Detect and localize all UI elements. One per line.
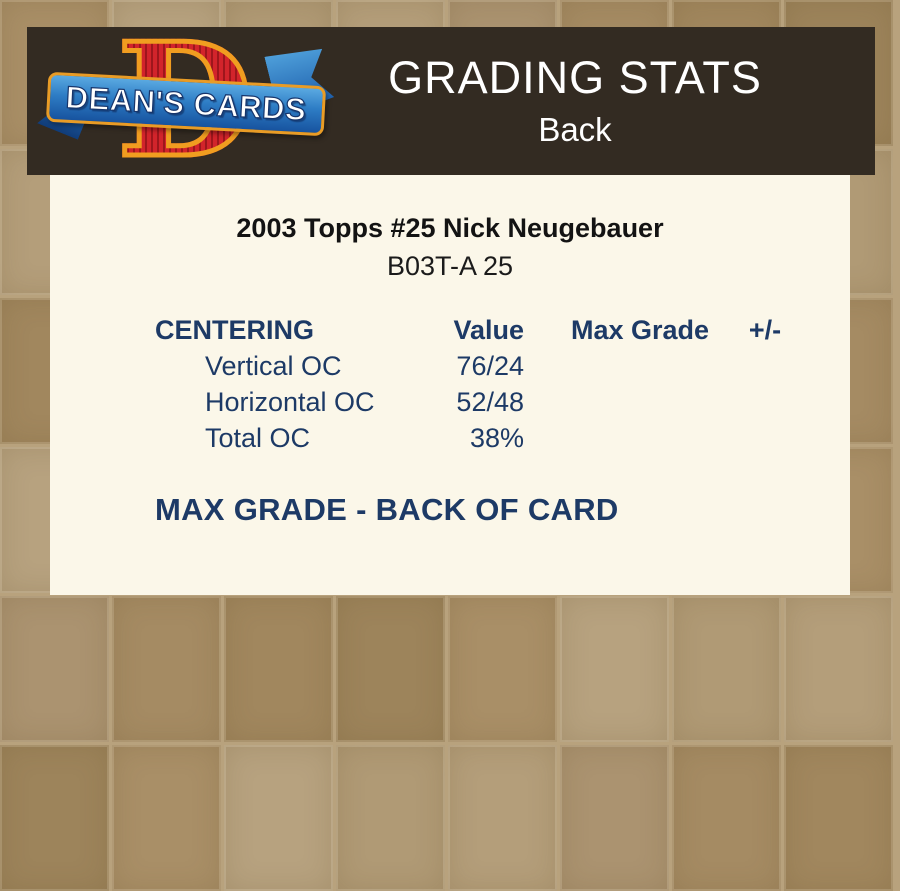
table-row-total-oc: Total OC 38%	[155, 420, 800, 456]
page-title: GRADING STATS	[388, 52, 762, 103]
background-card-tile	[0, 745, 109, 891]
background-card-tile	[784, 596, 893, 742]
table-row-vertical-oc: Vertical OC 76/24	[155, 348, 800, 384]
column-header-max-grade: Max Grade	[570, 314, 710, 345]
background-card-tile	[560, 745, 669, 891]
row-value: 38%	[469, 422, 524, 453]
background-card-tile	[336, 596, 445, 742]
background-card-tile	[0, 596, 109, 742]
card-side-subtitle: Back	[538, 111, 612, 148]
table-row-horizontal-oc: Horizontal OC 52/48	[155, 384, 800, 420]
grading-table-header-row: CENTERING Value Max Grade +/-	[155, 312, 800, 348]
logo-banner-text: DEAN'S CARDS	[64, 79, 308, 128]
background-card-tile	[224, 745, 333, 891]
header-titles: GRADING STATS Back	[297, 54, 853, 148]
card-title: 2003 Topps #25 Nick Neugebauer	[236, 213, 664, 243]
header-bar: D DEAN'S CARDS GRADING STATS Back	[27, 20, 875, 181]
background-card-tile	[672, 596, 781, 742]
background-card-tile	[112, 596, 221, 742]
row-value: 52/48	[456, 386, 524, 417]
content-panel: 2003 Topps #25 Nick Neugebauer B03T-A 25…	[50, 175, 850, 595]
deans-cards-logo[interactable]: D DEAN'S CARDS	[51, 20, 319, 181]
column-header-centering: CENTERING	[155, 314, 315, 345]
background-card-tile	[112, 745, 221, 891]
column-header-plus-minus: +/-	[748, 314, 782, 345]
background-card-tile	[224, 596, 333, 742]
row-label: Total OC	[205, 422, 311, 453]
column-header-value: Value	[453, 314, 524, 345]
card-code: B03T-A 25	[386, 251, 514, 281]
background-card-tile	[336, 745, 445, 891]
background-card-tile	[448, 596, 557, 742]
max-grade-summary: MAX GRADE - BACK OF CARD	[155, 492, 619, 527]
background-card-tile	[672, 745, 781, 891]
row-value: 76/24	[456, 350, 524, 381]
row-label: Horizontal OC	[205, 386, 375, 417]
background-card-tile	[560, 596, 669, 742]
background-card-tile	[784, 745, 893, 891]
row-label: Vertical OC	[205, 350, 342, 381]
background-card-tile	[448, 745, 557, 891]
grading-table: CENTERING Value Max Grade +/- Vertical O…	[155, 312, 800, 456]
